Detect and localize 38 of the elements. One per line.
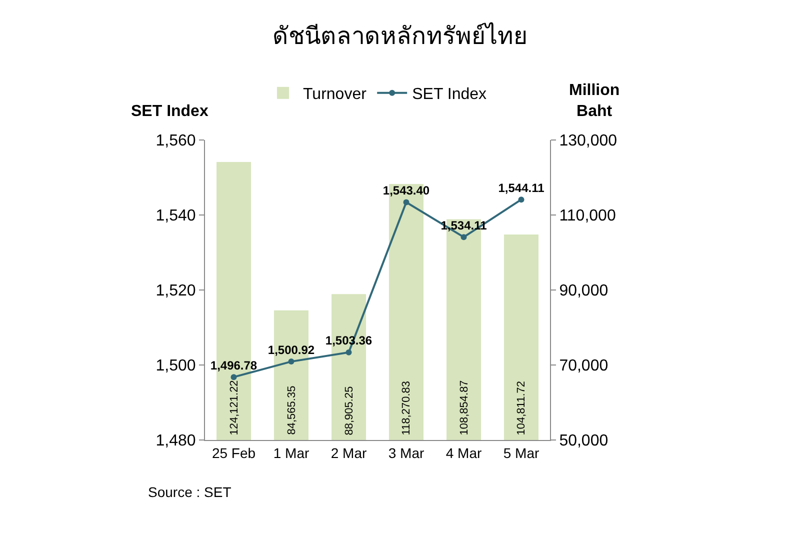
- data-label: 88,905.25: [343, 386, 356, 436]
- y2-tick-label: 70,000: [559, 358, 608, 375]
- point: [230, 374, 237, 380]
- y2-axis-title: Million Baht: [569, 82, 620, 120]
- point: [288, 358, 294, 365]
- point: [518, 196, 524, 203]
- point: [346, 349, 352, 356]
- legend-label: SET Index: [412, 86, 487, 104]
- x-tick-label: 4 Mar: [446, 444, 482, 461]
- y-tick-label: 1,480: [156, 432, 196, 450]
- x-tick-label: 5 Mar: [503, 444, 540, 461]
- y-tick-label: 1,520: [156, 282, 196, 300]
- y2-tick-label: 110,000: [559, 208, 616, 225]
- y2-tick-label: 90,000: [559, 282, 608, 300]
- x-tick-label: 25 Feb: [212, 444, 256, 461]
- y2-tick-label: 130,000: [559, 132, 618, 150]
- data-label: 1,544.11: [498, 180, 545, 195]
- y-tick-label: 1,560: [156, 132, 196, 150]
- y-axis-title: SET Index: [131, 103, 208, 120]
- x-tick-label: 3 Mar: [388, 444, 424, 461]
- y-tick-label: 1,540: [156, 208, 196, 225]
- x-tick-label: 1 Mar: [273, 444, 310, 461]
- data-label: 124,121.22: [228, 380, 240, 436]
- data-label: 1,496.78: [210, 358, 258, 372]
- legend-label: Turnover: [303, 86, 368, 104]
- point: [460, 234, 467, 240]
- y2-tick-label: 50,000: [559, 432, 608, 450]
- data-label: 108,854.87: [458, 380, 470, 436]
- data-label: 1,500.92: [268, 342, 315, 357]
- data-label: 104,811.72: [515, 381, 528, 436]
- source-note: Source : SET: [148, 484, 232, 500]
- data-label: 84,565.35: [286, 386, 298, 435]
- x-tick-label: 2 Mar: [330, 444, 367, 461]
- data-label: 118,270.83: [400, 381, 412, 436]
- y-tick-label: 1,500: [156, 358, 196, 375]
- data-label: 1,543.40: [382, 184, 430, 198]
- chart-title: ดัชนีตลาดหลักทรัพย์ไทย: [272, 22, 528, 50]
- point: [403, 199, 410, 206]
